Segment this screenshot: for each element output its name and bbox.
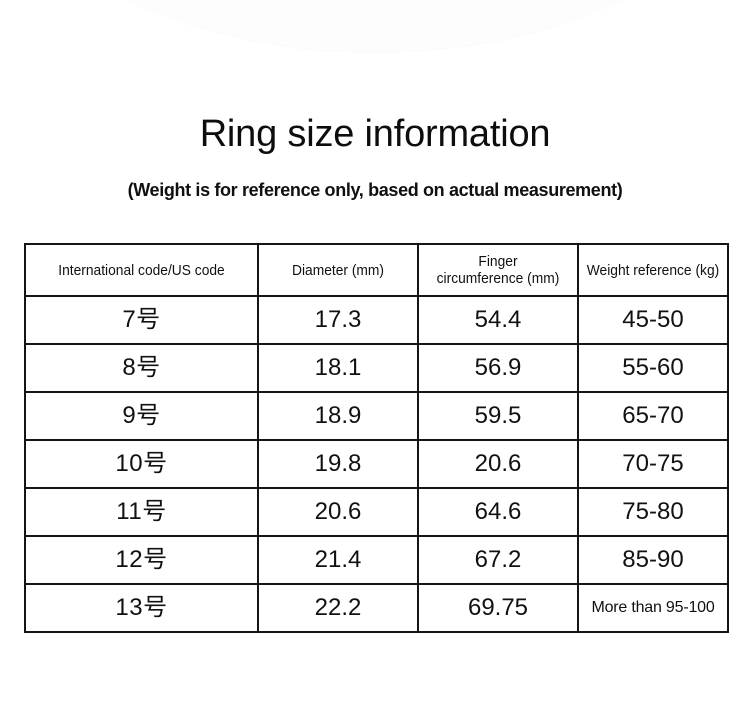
table-row: 8号 18.1 56.9 55-60 <box>24 343 729 393</box>
cell-circumference: 59.5 <box>417 391 579 441</box>
cell-diameter: 20.6 <box>257 487 419 537</box>
cell-circumference: 54.4 <box>417 295 579 345</box>
table-row: 12号 21.4 67.2 85-90 <box>24 535 729 585</box>
table-header: International code/US code Diameter (mm)… <box>25 243 728 297</box>
cell-diameter: 19.8 <box>257 439 419 489</box>
cell-weight: 55-60 <box>577 343 729 393</box>
cell-code: 11号 <box>24 487 259 537</box>
page-title: Ring size information <box>199 113 551 155</box>
table-row: 10号 19.8 20.6 70-75 <box>24 439 729 489</box>
cell-code: 8号 <box>24 343 259 393</box>
cell-code: 10号 <box>24 439 259 489</box>
cell-diameter: 22.2 <box>257 583 419 633</box>
cell-circumference: 56.9 <box>417 343 579 393</box>
cell-circumference: 69.75 <box>417 583 579 633</box>
table-header-row: International code/US code Diameter (mm)… <box>25 243 728 297</box>
cell-diameter: 18.1 <box>257 343 419 393</box>
cell-code: 12号 <box>24 535 259 585</box>
table-row: 11号 20.6 64.6 75-80 <box>24 487 729 537</box>
cell-code: 9号 <box>24 391 259 441</box>
cell-diameter: 21.4 <box>257 535 419 585</box>
cell-weight: 75-80 <box>577 487 729 537</box>
cell-circumference: 67.2 <box>417 535 579 585</box>
decorative-top-arc <box>0 0 750 53</box>
table-body: 7号 17.3 54.4 45-50 8号 18.1 56.9 55-60 9号… <box>24 295 729 633</box>
column-header-diameter: Diameter (mm) <box>263 243 413 297</box>
column-header-finger-circumference: Finger circumference (mm) <box>423 243 573 297</box>
cell-circumference: 20.6 <box>417 439 579 489</box>
cell-diameter: 18.9 <box>257 391 419 441</box>
cell-weight: 65-70 <box>577 391 729 441</box>
cell-code: 7号 <box>24 295 259 345</box>
cell-weight: 70-75 <box>577 439 729 489</box>
cell-weight: More than 95-100 <box>577 583 729 633</box>
cell-circumference: 64.6 <box>417 487 579 537</box>
cell-weight: 45-50 <box>577 295 729 345</box>
cell-weight: 85-90 <box>577 535 729 585</box>
cell-diameter: 17.3 <box>257 295 419 345</box>
column-header-weight-reference: Weight reference (kg) <box>583 243 723 297</box>
column-header-finger-circumference-line1: Finger <box>478 253 518 270</box>
table-row: 9号 18.9 59.5 65-70 <box>24 391 729 441</box>
column-header-finger-circumference-line2: circumference (mm) <box>436 270 560 287</box>
ring-size-table: International code/US code Diameter (mm)… <box>24 243 729 633</box>
ring-size-table-container: International code/US code Diameter (mm)… <box>24 243 729 633</box>
table-row: 13号 22.2 69.75 More than 95-100 <box>24 583 729 633</box>
table-row: 7号 17.3 54.4 45-50 <box>24 295 729 345</box>
page-subtitle: (Weight is for reference only, based on … <box>127 180 623 200</box>
cell-code: 13号 <box>24 583 259 633</box>
column-header-international-code: International code/US code <box>33 243 250 297</box>
